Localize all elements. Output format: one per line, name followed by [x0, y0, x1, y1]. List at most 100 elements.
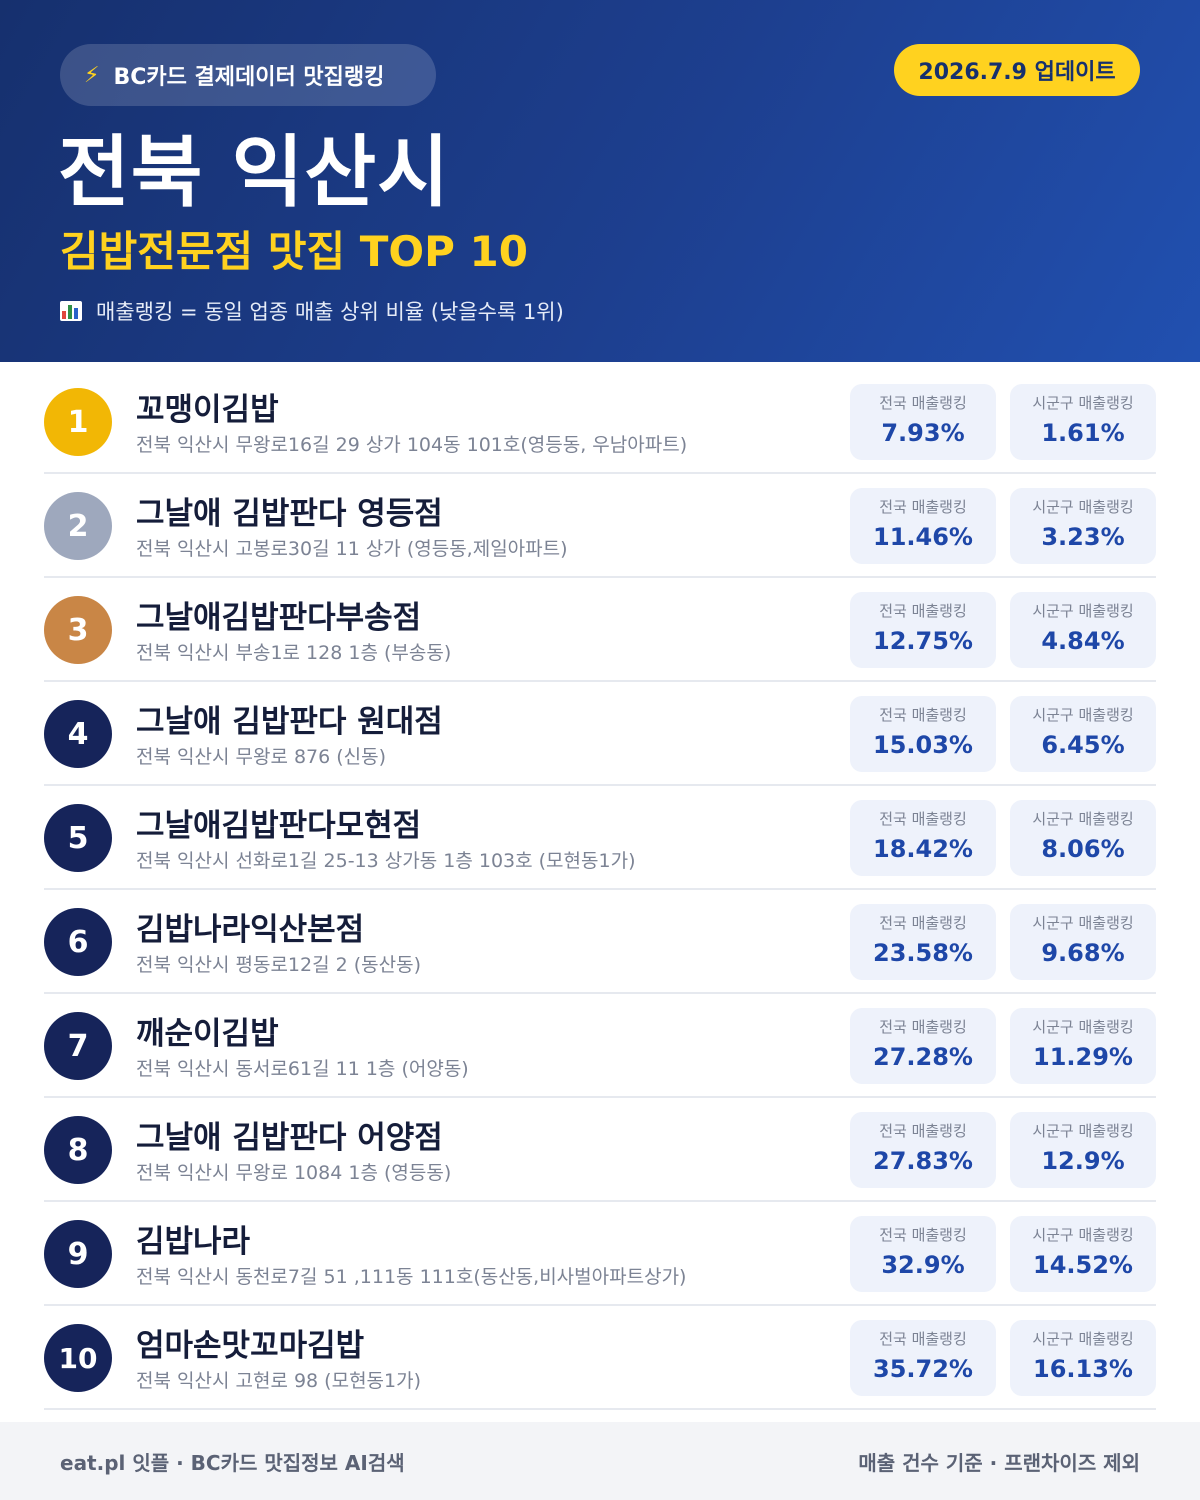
- rank-badge: 1: [44, 388, 112, 456]
- local-ranking-value: 8.06%: [1041, 835, 1125, 863]
- national-ranking-card: 전국 매출랭킹 23.58%: [850, 904, 996, 980]
- list-item[interactable]: 4 그날애 김밥판다 원대점 전북 익산시 무왕로 876 (신동) 전국 매출…: [44, 682, 1156, 786]
- restaurant-name: 김밥나라익산본점: [136, 912, 365, 948]
- national-ranking-label: 전국 매출랭킹: [879, 810, 967, 828]
- local-ranking-card: 시군구 매출랭킹 9.68%: [1010, 904, 1156, 980]
- list-item[interactable]: 9 김밥나라 전북 익산시 동천로7길 51 ,111동 111호(동산동,비사…: [44, 1202, 1156, 1306]
- local-ranking-label: 시군구 매출랭킹: [1032, 394, 1134, 412]
- source-tag: ⚡ BC카드 결제데이터 맛집랭킹: [60, 44, 436, 106]
- local-ranking-value: 4.84%: [1041, 627, 1125, 655]
- local-ranking-label: 시군구 매출랭킹: [1032, 1018, 1134, 1036]
- list-item[interactable]: 5 그날애김밥판다모현점 전북 익산시 선화로1길 25-13 상가동 1층 1…: [44, 786, 1156, 890]
- bar-chart-icon: [60, 301, 82, 321]
- rank-badge: 9: [44, 1220, 112, 1288]
- national-ranking-label: 전국 매출랭킹: [879, 498, 967, 516]
- national-ranking-card: 전국 매출랭킹 35.72%: [850, 1320, 996, 1396]
- local-ranking-value: 9.68%: [1041, 939, 1125, 967]
- restaurant-address: 전북 익산시 평동로12길 2 (동산동): [136, 954, 422, 976]
- header-banner: ⚡ BC카드 결제데이터 맛집랭킹 2026.7.9 업데이트 전북 익산시 김…: [0, 0, 1200, 362]
- restaurant-address: 전북 익산시 동서로61길 11 1층 (어양동): [136, 1058, 469, 1080]
- local-ranking-card: 시군구 매출랭킹 3.23%: [1010, 488, 1156, 564]
- ranking-note: 매출랭킹 = 동일 업종 매출 상위 비율 (낮을수록 1위): [60, 296, 564, 326]
- local-ranking-card: 시군구 매출랭킹 4.84%: [1010, 592, 1156, 668]
- rank-badge: 6: [44, 908, 112, 976]
- source-tag-label: BC카드 결제데이터 맛집랭킹: [113, 65, 385, 90]
- rank-badge: 8: [44, 1116, 112, 1184]
- footer-source: eat.pl 잇플 · BC카드 맛집정보 AI검색: [60, 1450, 405, 1475]
- list-item[interactable]: 8 그날애 김밥판다 어양점 전북 익산시 무왕로 1084 1층 (영등동) …: [44, 1098, 1156, 1202]
- restaurant-name: 그날애김밥판다부송점: [136, 600, 422, 636]
- restaurant-name: 김밥나라: [136, 1224, 251, 1260]
- local-ranking-label: 시군구 매출랭킹: [1032, 706, 1134, 724]
- local-ranking-value: 11.29%: [1033, 1043, 1133, 1071]
- restaurant-name: 깨순이김밥: [136, 1016, 279, 1052]
- local-ranking-label: 시군구 매출랭킹: [1032, 1226, 1134, 1244]
- page-subtitle: 김밥전문점 맛집 TOP 10: [60, 227, 528, 276]
- restaurant-address: 전북 익산시 선화로1길 25-13 상가동 1층 103호 (모현동1가): [136, 850, 636, 872]
- restaurant-name: 엄마손맛꼬마김밥: [136, 1328, 365, 1364]
- rank-badge: 7: [44, 1012, 112, 1080]
- list-item[interactable]: 2 그날애 김밥판다 영등점 전북 익산시 고봉로30길 11 상가 (영등동,…: [44, 474, 1156, 578]
- national-ranking-value: 23.58%: [873, 939, 973, 967]
- restaurant-address: 전북 익산시 부송1로 128 1층 (부송동): [136, 642, 452, 664]
- restaurant-address: 전북 익산시 무왕로 1084 1층 (영등동): [136, 1162, 452, 1184]
- lightning-icon: ⚡: [84, 62, 100, 88]
- local-ranking-value: 16.13%: [1033, 1355, 1133, 1383]
- list-item[interactable]: 10 엄마손맛꼬마김밥 전북 익산시 고현로 98 (모현동1가) 전국 매출랭…: [44, 1306, 1156, 1410]
- local-ranking-card: 시군구 매출랭킹 16.13%: [1010, 1320, 1156, 1396]
- rank-badge: 3: [44, 596, 112, 664]
- national-ranking-label: 전국 매출랭킹: [879, 706, 967, 724]
- footer-criteria: 매출 건수 기준 · 프랜차이즈 제외: [858, 1450, 1140, 1475]
- national-ranking-value: 27.83%: [873, 1147, 973, 1175]
- restaurant-name: 꼬맹이김밥: [136, 392, 279, 428]
- restaurant-address: 전북 익산시 무왕로16길 29 상가 104동 101호(영등동, 우남아파트…: [136, 434, 688, 456]
- list-item[interactable]: 6 김밥나라익산본점 전북 익산시 평동로12길 2 (동산동) 전국 매출랭킹…: [44, 890, 1156, 994]
- national-ranking-value: 35.72%: [873, 1355, 973, 1383]
- list-item[interactable]: 1 꼬맹이김밥 전북 익산시 무왕로16길 29 상가 104동 101호(영등…: [44, 370, 1156, 474]
- national-ranking-card: 전국 매출랭킹 27.83%: [850, 1112, 996, 1188]
- national-ranking-card: 전국 매출랭킹 12.75%: [850, 592, 996, 668]
- national-ranking-card: 전국 매출랭킹 7.93%: [850, 384, 996, 460]
- national-ranking-card: 전국 매출랭킹 15.03%: [850, 696, 996, 772]
- restaurant-address: 전북 익산시 무왕로 876 (신동): [136, 746, 387, 768]
- local-ranking-value: 1.61%: [1041, 419, 1125, 447]
- local-ranking-card: 시군구 매출랭킹 14.52%: [1010, 1216, 1156, 1292]
- national-ranking-label: 전국 매출랭킹: [879, 1018, 967, 1036]
- rank-badge: 2: [44, 492, 112, 560]
- local-ranking-label: 시군구 매출랭킹: [1032, 498, 1134, 516]
- national-ranking-value: 11.46%: [873, 523, 973, 551]
- national-ranking-value: 12.75%: [873, 627, 973, 655]
- rank-badge: 10: [44, 1324, 112, 1392]
- restaurant-name: 그날애 김밥판다 영등점: [136, 496, 443, 532]
- local-ranking-card: 시군구 매출랭킹 6.45%: [1010, 696, 1156, 772]
- national-ranking-value: 18.42%: [873, 835, 973, 863]
- restaurant-name: 그날애김밥판다모현점: [136, 808, 422, 844]
- update-date-badge: 2026.7.9 업데이트: [894, 44, 1140, 96]
- local-ranking-label: 시군구 매출랭킹: [1032, 602, 1134, 620]
- national-ranking-card: 전국 매출랭킹 32.9%: [850, 1216, 996, 1292]
- national-ranking-value: 27.28%: [873, 1043, 973, 1071]
- national-ranking-card: 전국 매출랭킹 27.28%: [850, 1008, 996, 1084]
- restaurant-name: 그날애 김밥판다 어양점: [136, 1120, 443, 1156]
- footer: eat.pl 잇플 · BC카드 맛집정보 AI검색 매출 건수 기준 · 프랜…: [0, 1422, 1200, 1500]
- restaurant-name: 그날애 김밥판다 원대점: [136, 704, 443, 740]
- list-item[interactable]: 7 깨순이김밥 전북 익산시 동서로61길 11 1층 (어양동) 전국 매출랭…: [44, 994, 1156, 1098]
- national-ranking-value: 32.9%: [881, 1251, 965, 1279]
- local-ranking-label: 시군구 매출랭킹: [1032, 1330, 1134, 1348]
- local-ranking-value: 6.45%: [1041, 731, 1125, 759]
- national-ranking-label: 전국 매출랭킹: [879, 1330, 967, 1348]
- national-ranking-value: 15.03%: [873, 731, 973, 759]
- local-ranking-label: 시군구 매출랭킹: [1032, 1122, 1134, 1140]
- local-ranking-card: 시군구 매출랭킹 11.29%: [1010, 1008, 1156, 1084]
- national-ranking-card: 전국 매출랭킹 11.46%: [850, 488, 996, 564]
- national-ranking-card: 전국 매출랭킹 18.42%: [850, 800, 996, 876]
- local-ranking-card: 시군구 매출랭킹 1.61%: [1010, 384, 1156, 460]
- list-item[interactable]: 3 그날애김밥판다부송점 전북 익산시 부송1로 128 1층 (부송동) 전국…: [44, 578, 1156, 682]
- national-ranking-label: 전국 매출랭킹: [879, 394, 967, 412]
- national-ranking-label: 전국 매출랭킹: [879, 914, 967, 932]
- restaurant-address: 전북 익산시 동천로7길 51 ,111동 111호(동산동,비사벌아파트상가): [136, 1266, 687, 1288]
- local-ranking-value: 14.52%: [1033, 1251, 1133, 1279]
- restaurant-address: 전북 익산시 고봉로30길 11 상가 (영등동,제일아파트): [136, 538, 568, 560]
- local-ranking-value: 12.9%: [1041, 1147, 1125, 1175]
- local-ranking-label: 시군구 매출랭킹: [1032, 914, 1134, 932]
